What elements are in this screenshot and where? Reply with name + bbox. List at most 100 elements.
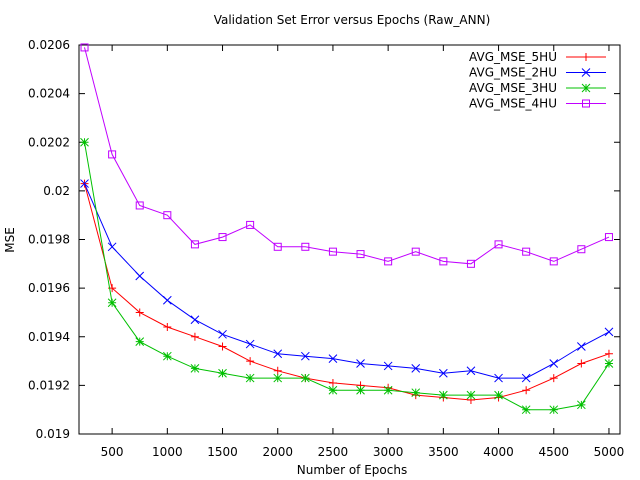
data-point — [135, 201, 144, 210]
data-point — [246, 220, 255, 229]
series-line — [84, 47, 610, 265]
data-point — [384, 257, 393, 266]
x-tick-label: 1500 — [207, 445, 238, 459]
data-point — [300, 351, 310, 361]
data-point — [383, 385, 393, 395]
data-point — [356, 359, 365, 368]
y-tick-label: 0.0204 — [28, 87, 70, 101]
legend-label: AVG_MSE_3HU — [469, 81, 557, 95]
data-point — [162, 295, 172, 305]
x-tick-label: 3000 — [373, 445, 404, 459]
data-point — [577, 342, 586, 351]
data-point — [494, 373, 503, 383]
axis-ticks: 500 1000 1500 2000 2500 3000 3500 4000 4500 5000 0… — [28, 38, 624, 459]
data-point — [80, 179, 89, 188]
data-point — [411, 388, 421, 398]
y-tick-label: 0.0198 — [28, 233, 70, 247]
y-tick-label: 0.0202 — [28, 135, 70, 149]
data-point — [356, 250, 365, 259]
series-avg-mse-4hu — [80, 43, 613, 268]
x-tick-label: 2500 — [318, 445, 349, 459]
data-point — [301, 242, 310, 251]
data-point — [577, 400, 586, 410]
data-point — [107, 298, 117, 308]
data-point — [604, 359, 614, 368]
data-point — [522, 386, 531, 395]
data-point — [582, 99, 590, 108]
data-point — [273, 373, 283, 383]
data-point — [411, 364, 421, 373]
legend-label: AVG_MSE_4HU — [469, 97, 557, 111]
y-tick-label: 0.0196 — [28, 281, 70, 295]
chart-title: Validation Set Error versus Epochs (Raw_… — [214, 13, 491, 27]
y-tick-label: 0.019 — [36, 427, 70, 441]
data-point — [163, 323, 172, 332]
data-point — [328, 378, 337, 387]
data-point — [218, 233, 227, 242]
data-point — [549, 359, 559, 368]
x-tick-label: 4500 — [538, 445, 569, 459]
data-point — [439, 257, 448, 266]
data-point — [521, 373, 531, 383]
data-point — [581, 68, 591, 77]
data-point — [273, 366, 282, 375]
x-tick-label: 2000 — [262, 445, 293, 459]
data-point — [604, 327, 614, 337]
data-point — [604, 233, 613, 242]
x-tick-label: 500 — [101, 445, 124, 459]
series-line — [84, 142, 610, 411]
legend-label: AVG_MSE_5HU — [469, 50, 557, 64]
data-point — [577, 245, 586, 254]
data-point — [582, 53, 590, 61]
x-axis-label: Number of Epochs — [297, 463, 407, 477]
data-point — [135, 271, 145, 281]
x-tick-label: 3500 — [428, 445, 459, 459]
x-tick-label: 4000 — [483, 445, 514, 459]
data-point — [245, 339, 255, 349]
legend-label: AVG_MSE_2HU — [469, 66, 557, 80]
y-axis-label: MSE — [3, 227, 17, 253]
data-point — [522, 247, 531, 256]
data-point — [190, 315, 200, 325]
data-point — [411, 247, 420, 256]
data-point — [466, 259, 475, 268]
x-tick-label: 1000 — [152, 445, 183, 459]
data-point — [108, 150, 117, 159]
data-point — [466, 390, 476, 400]
data-point — [273, 349, 283, 359]
data-point — [218, 342, 227, 351]
data-point — [604, 349, 613, 358]
data-point — [246, 357, 255, 366]
data-point — [494, 390, 503, 400]
data-point — [549, 374, 558, 383]
data-point — [328, 247, 337, 256]
series-line — [84, 183, 610, 401]
data-point — [190, 332, 199, 341]
data-point — [190, 240, 199, 249]
series-avg-mse-3hu — [80, 137, 614, 415]
data-point — [300, 373, 310, 383]
data-point — [135, 308, 144, 317]
x-tick-label: 5000 — [594, 445, 625, 459]
data-point — [328, 354, 338, 363]
data-point — [494, 240, 503, 249]
data-point — [162, 351, 172, 361]
data-point — [80, 137, 89, 147]
data-point — [356, 385, 365, 395]
data-point — [577, 359, 586, 368]
y-tick-label: 0.0206 — [28, 38, 70, 52]
data-point — [466, 366, 476, 376]
series-line — [84, 183, 610, 379]
y-tick-label: 0.0192 — [28, 378, 70, 392]
data-point — [80, 43, 89, 52]
data-point — [549, 405, 559, 415]
data-point — [438, 368, 448, 378]
data-point — [581, 83, 591, 93]
series-avg-mse-2hu — [80, 179, 614, 383]
data-point — [218, 329, 227, 339]
series-layer — [80, 43, 614, 415]
data-point — [549, 257, 558, 266]
data-point — [107, 242, 117, 252]
data-point — [163, 211, 172, 220]
